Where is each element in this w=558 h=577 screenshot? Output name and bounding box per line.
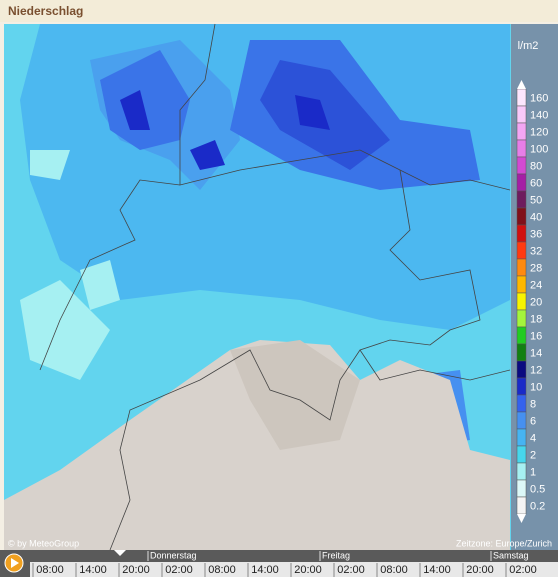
legend-label: 14: [530, 347, 542, 359]
day-label: Donnerstag: [150, 550, 197, 560]
legend-swatch: [516, 156, 527, 175]
legend-label: 50: [530, 194, 542, 206]
legend-swatch: [516, 343, 527, 362]
header-bar: [0, 0, 558, 22]
timezone: Zeitzone: Europe/Zurich: [456, 538, 552, 548]
legend-swatch: [516, 258, 527, 277]
legend-swatch: [516, 275, 527, 294]
legend-label: 0.2: [530, 500, 545, 512]
title: Niederschlag: [8, 4, 83, 18]
legend-label: 100: [530, 143, 548, 155]
day-label: Samstag: [493, 550, 529, 560]
legend-swatch: [516, 88, 527, 107]
legend-label: 1: [530, 466, 536, 478]
legend-arrow-bottom: [517, 514, 526, 523]
legend-label: 16: [530, 330, 542, 342]
legend-unit: l/m2: [518, 40, 539, 52]
time-label[interactable]: 14:00: [79, 564, 107, 576]
time-label[interactable]: 14:00: [423, 564, 451, 576]
terrain: [230, 340, 360, 450]
timeline: 08:00 14:00 20:00 02:00 08:00 14:00 20:00 02:00…: [32, 550, 537, 577]
legend-label: 0.5: [530, 483, 545, 495]
legend-swatch: [516, 122, 527, 141]
legend-swatch: [516, 479, 527, 498]
time-label[interactable]: 08:00: [36, 564, 64, 576]
legend-label: 120: [530, 126, 548, 138]
legend-label: 2: [530, 449, 536, 461]
time-label[interactable]: 14:00: [251, 564, 279, 576]
legend-swatch: [516, 496, 527, 515]
legend-label: 28: [530, 262, 542, 274]
precip-areas: [20, 24, 510, 450]
legend-label: 60: [530, 177, 542, 189]
legend-label: 32: [530, 245, 542, 257]
legend-label: 12: [530, 364, 542, 376]
time-label[interactable]: 02:00: [509, 564, 537, 576]
legend-swatch: [516, 309, 527, 328]
legend-label: 8: [530, 398, 536, 410]
legend-label: 6: [530, 415, 536, 427]
legend-swatch: [516, 394, 527, 413]
time-label[interactable]: 20:00: [294, 564, 322, 576]
legend-swatch: [516, 445, 527, 464]
legend: 1601401201008060504036322824201816141210…: [516, 80, 548, 523]
legend-label: 80: [530, 160, 542, 172]
legend-swatch: [516, 224, 527, 243]
legend-swatch: [516, 173, 527, 192]
legend-swatch: [516, 326, 527, 345]
day-label: Freitag: [322, 550, 350, 560]
time-label[interactable]: 02:00: [337, 564, 365, 576]
legend-swatch: [516, 190, 527, 209]
legend-label: 10: [530, 381, 542, 393]
legend-label: 160: [530, 92, 548, 104]
copyright: © by MeteoGroup: [8, 538, 79, 548]
time-cursor[interactable]: [114, 550, 126, 556]
time-label[interactable]: 20:00: [122, 564, 150, 576]
terrain: [4, 340, 510, 550]
legend-swatch: [516, 207, 527, 226]
legend-swatch: [516, 292, 527, 311]
legend-swatch: [516, 428, 527, 447]
legend-swatch: [516, 105, 527, 124]
time-label[interactable]: 08:00: [208, 564, 236, 576]
legend-label: 36: [530, 228, 542, 240]
legend-swatch: [516, 360, 527, 379]
legend-swatch: [516, 139, 527, 158]
legend-label: 20: [530, 296, 542, 308]
borders: [39, 23, 511, 551]
legend-label: 140: [530, 109, 548, 121]
legend-label: 24: [530, 279, 542, 291]
play-icon: [11, 558, 19, 568]
time-label[interactable]: 02:00: [165, 564, 193, 576]
time-label[interactable]: 20:00: [466, 564, 494, 576]
legend-label: 40: [530, 211, 542, 223]
legend-arrow-top: [517, 80, 526, 89]
legend-swatch: [516, 462, 527, 481]
time-label[interactable]: 08:00: [380, 564, 408, 576]
legend-swatch: [516, 377, 527, 396]
legend-swatch: [516, 241, 527, 260]
legend-swatch: [516, 411, 527, 430]
legend-label: 18: [530, 313, 542, 325]
legend-label: 4: [530, 432, 536, 444]
